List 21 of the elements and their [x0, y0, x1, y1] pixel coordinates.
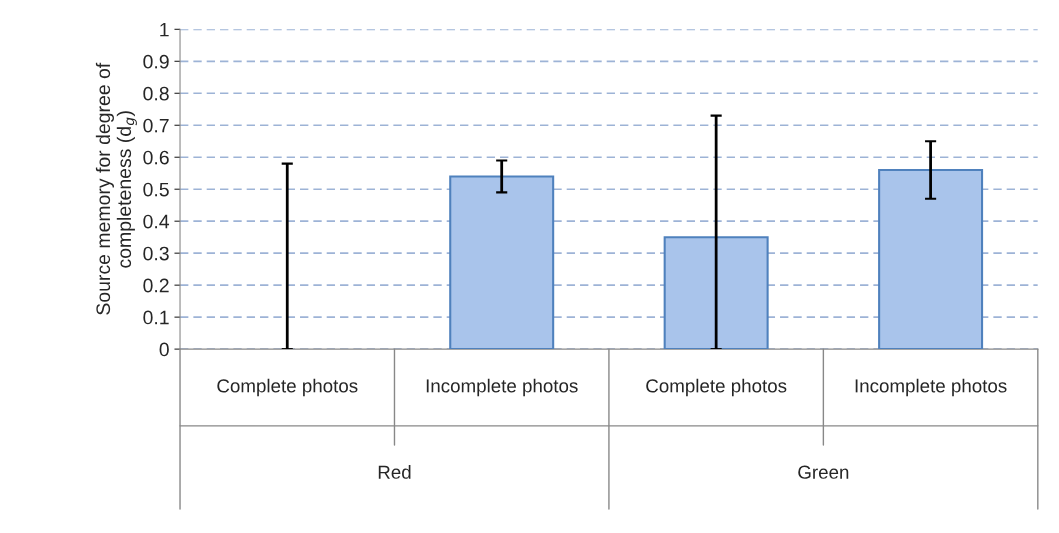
y-tick-label: 0.5	[143, 182, 169, 197]
bar	[449, 175, 555, 350]
x-tick-label: Complete photos	[217, 378, 358, 397]
x-tick-label: Incomplete photos	[855, 378, 1007, 397]
y-tick-label: 1	[160, 22, 169, 37]
x-tick-label: Incomplete photos	[426, 378, 578, 397]
y-tick-label: 0.7	[143, 118, 169, 133]
y-tick-label: 0.6	[143, 150, 169, 165]
x-tick-label: Complete photos	[646, 378, 787, 397]
text: Green	[798, 465, 849, 479]
bar	[663, 236, 769, 350]
bar	[878, 168, 984, 350]
text: Red	[378, 465, 411, 479]
y-tick-label: 0.4	[143, 214, 170, 229]
y-tick-label: 0.1	[143, 310, 169, 325]
y-tick-label: 0.3	[143, 246, 169, 261]
y-tick-label: 0.2	[143, 278, 169, 293]
y-axis-title: Source memory for degree of completeness (d$_{g}$)	[95, 62, 137, 315]
y-tick-label: 0	[159, 342, 169, 357]
y-tick-label: 0.8	[143, 86, 169, 101]
y-tick-label: 0.9	[143, 54, 169, 69]
